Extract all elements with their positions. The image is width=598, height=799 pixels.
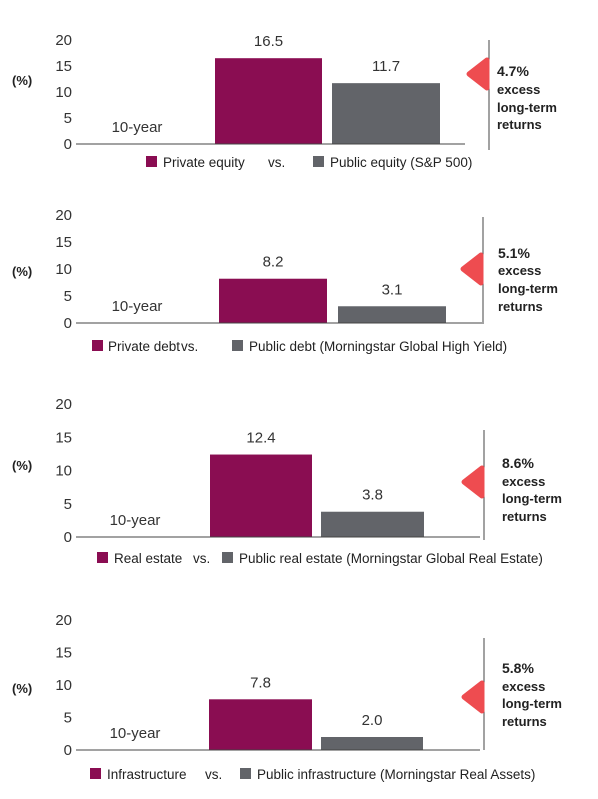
y-axis-unit-label: (%) xyxy=(12,458,32,473)
legend-swatch xyxy=(146,156,157,167)
y-tick-label: 5 xyxy=(64,710,72,727)
excess-return-caption: returns xyxy=(502,714,547,729)
excess-return-caption: excess xyxy=(502,474,545,489)
legend-label: Real estate xyxy=(114,551,182,566)
bar-public xyxy=(321,737,423,750)
excess-return-value: 5.1% xyxy=(498,245,530,261)
data-label: 16.5 xyxy=(254,33,283,50)
excess-return-caption: excess xyxy=(498,263,541,278)
data-label: 11.7 xyxy=(372,58,400,75)
y-axis-unit-label: (%) xyxy=(12,264,32,279)
excess-return-value: 4.7% xyxy=(497,63,529,79)
bar-public xyxy=(338,306,446,323)
y-axis-unit-label: (%) xyxy=(12,73,32,88)
y-tick-label: 5 xyxy=(64,110,72,127)
legend-label: Public infrastructure (Morningstar Real … xyxy=(257,767,535,782)
category-label: 10-year xyxy=(110,512,161,529)
bar-private xyxy=(209,699,312,750)
bar-private xyxy=(210,454,312,537)
y-tick-label: 10 xyxy=(55,84,72,101)
legend-swatch xyxy=(222,552,233,563)
y-tick-label: 10 xyxy=(55,261,72,278)
y-axis-unit-label: (%) xyxy=(12,681,32,696)
y-tick-label: 0 xyxy=(64,315,72,332)
chart-panel-3: 0 5 10 15 20 (%) 10-year 12.4 3.8 8.6% excess long-… xyxy=(12,396,562,566)
excess-return-marker-icon xyxy=(466,57,490,91)
data-label: 3.8 xyxy=(362,487,383,504)
legend-separator: vs. xyxy=(205,767,222,782)
bar-public xyxy=(321,511,424,537)
legend-swatch xyxy=(313,156,324,167)
excess-return-caption: long-term xyxy=(497,100,557,115)
y-tick-label: 20 xyxy=(55,612,72,629)
excess-return-caption: returns xyxy=(498,299,543,314)
legend-label: Infrastructure xyxy=(107,767,187,782)
y-tick-label: 0 xyxy=(64,136,72,153)
excess-return-caption: long-term xyxy=(502,491,562,506)
legend-label: Private debt xyxy=(108,339,180,354)
legend-swatch xyxy=(90,768,101,779)
legend-swatch xyxy=(92,340,103,351)
data-label: 2.0 xyxy=(362,712,383,729)
bar-private xyxy=(215,58,322,145)
category-label: 10-year xyxy=(110,725,161,742)
y-tick-label: 15 xyxy=(55,58,72,75)
data-label: 3.1 xyxy=(382,281,403,298)
y-tick-label: 15 xyxy=(55,645,72,662)
y-tick-label: 5 xyxy=(64,288,72,305)
y-tick-label: 10 xyxy=(55,463,72,480)
excess-return-marker-icon xyxy=(461,465,485,499)
excess-return-caption: long-term xyxy=(502,696,562,711)
bar-public xyxy=(332,83,440,144)
category-label: 10-year xyxy=(112,119,163,136)
y-tick-label: 0 xyxy=(64,529,72,546)
y-tick-label: 20 xyxy=(55,396,72,413)
chart-panel-2: 0 5 10 15 20 (%) 10-year 8.2 3.1 5.1% excess long-t… xyxy=(12,207,558,354)
legend-label: Public equity (S&P 500) xyxy=(330,155,472,170)
excess-return-caption: long-term xyxy=(498,281,558,296)
data-label: 8.2 xyxy=(263,254,284,271)
y-tick-label: 15 xyxy=(55,234,72,251)
y-tick-label: 20 xyxy=(55,32,72,49)
excess-return-caption: returns xyxy=(497,117,542,132)
data-label: 7.8 xyxy=(250,674,271,691)
legend-label: Public debt (Morningstar Global High Yie… xyxy=(249,339,507,354)
legend-swatch xyxy=(97,552,108,563)
chart-panel-1: 0 5 10 15 20 (%) 10-year 16.5 11.7 4.7% excess long… xyxy=(12,32,557,170)
excess-return-caption: returns xyxy=(502,509,547,524)
y-tick-label: 10 xyxy=(55,677,72,694)
bar-private xyxy=(219,278,327,323)
excess-return-caption: excess xyxy=(497,82,540,97)
legend-separator: vs. xyxy=(181,339,198,354)
category-label: 10-year xyxy=(112,298,163,315)
excess-return-marker-icon xyxy=(460,252,484,286)
y-tick-label: 0 xyxy=(64,742,72,759)
data-label: 12.4 xyxy=(246,430,275,447)
legend-label: Private equity xyxy=(163,155,245,170)
excess-return-value: 8.6% xyxy=(502,455,534,471)
legend-separator: vs. xyxy=(193,551,210,566)
legend-swatch xyxy=(232,340,243,351)
legend-swatch xyxy=(240,768,251,779)
y-tick-label: 5 xyxy=(64,496,72,513)
chart-panel-4: 0 5 10 15 20 (%) 10-year 7.8 2.0 5.8% excess long-t… xyxy=(12,612,562,782)
y-tick-label: 15 xyxy=(55,429,72,446)
legend-separator: vs. xyxy=(268,155,285,170)
excess-return-caption: excess xyxy=(502,679,545,694)
legend-label: Public real estate (Morningstar Global R… xyxy=(239,551,543,566)
excess-return-marker-icon xyxy=(461,680,485,714)
y-tick-label: 20 xyxy=(55,207,72,224)
excess-return-value: 5.8% xyxy=(502,660,534,676)
